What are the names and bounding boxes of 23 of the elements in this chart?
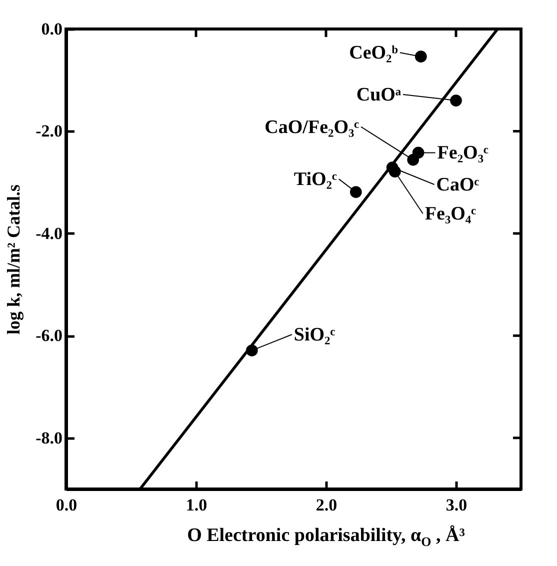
point: [412, 146, 424, 159]
point: [350, 186, 362, 198]
annotation: Fe₂O₃ᶜ: [437, 142, 489, 164]
x-axis-title: O Electronic polarisability, α$_{O}$ , Å³: [186, 525, 466, 550]
annotation: SiO₂ᶜ: [294, 324, 336, 346]
y-tick-label: -2.0: [36, 122, 62, 141]
x-tick-label: 0.0: [56, 496, 78, 514]
x-tick-label: 3.0: [446, 496, 468, 514]
y-tick-label: -6.0: [36, 326, 62, 346]
y-tick-label: -4.0: [36, 224, 62, 243]
annotation: TiO₂ᶜ: [294, 169, 337, 190]
point: [450, 94, 462, 106]
y-tick-label: 0.0: [41, 20, 62, 38]
point: [414, 50, 427, 63]
y-tick-label: -8.0: [36, 428, 62, 448]
annotation: CeO₂ᵇ: [349, 42, 398, 64]
x-tick-label: 2.0: [316, 496, 338, 514]
annotation: CuOᵃ: [356, 84, 402, 106]
annotation: CaOᶜ: [436, 174, 480, 196]
y-axis-title: log k, ml/m² Catal.s: [4, 184, 24, 334]
annotation: CaO/Fe₂O₃ᶜ: [264, 116, 360, 138]
annotation: Fe₃O₄ᶜ: [424, 204, 476, 225]
x-tick-label: 1.0: [186, 496, 208, 514]
